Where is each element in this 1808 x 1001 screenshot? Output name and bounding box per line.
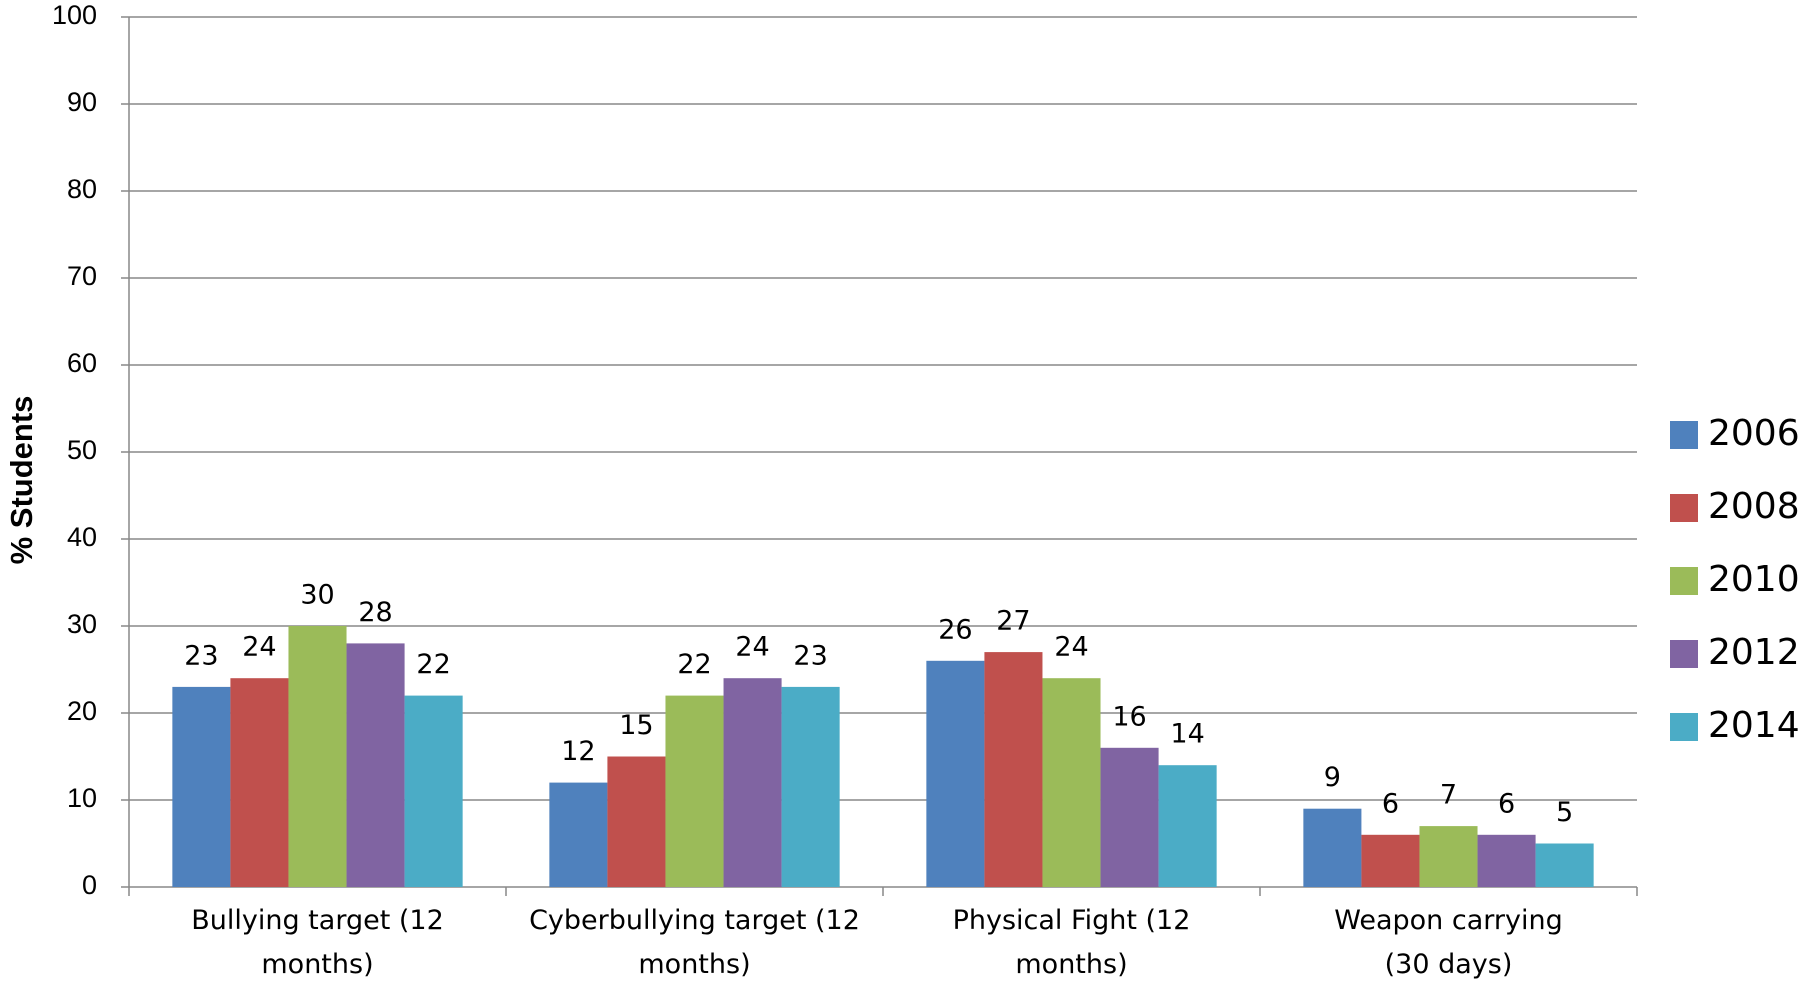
- x-tick-label: Cyberbullying target (12 months): [529, 905, 860, 980]
- data-label: 22: [677, 649, 711, 680]
- legend-swatch: [1670, 640, 1698, 668]
- data-label: 28: [358, 597, 392, 628]
- bar: [1042, 678, 1101, 887]
- legend-label: 2012: [1708, 632, 1800, 673]
- legend-swatch: [1670, 713, 1698, 741]
- bar: [1100, 747, 1159, 887]
- x-tick-label: Physical Fight (12 months): [952, 905, 1191, 980]
- data-label: 5: [1556, 797, 1573, 828]
- y-tick-label: 80: [67, 174, 97, 204]
- data-label: 30: [300, 580, 334, 611]
- data-label: 22: [416, 649, 450, 680]
- y-axis-label: % Students: [4, 396, 39, 565]
- x-tick-label-box: Weapon carrying (30 days): [1334, 905, 1563, 980]
- bar: [230, 678, 289, 887]
- x-tick-label-box: Bullying target (12 months): [191, 905, 444, 980]
- y-tick-label: 20: [67, 696, 97, 726]
- legend-label: 2008: [1708, 486, 1800, 527]
- bar: [1419, 826, 1478, 887]
- bar: [723, 678, 782, 887]
- x-tick-label-box: Physical Fight (12 months): [952, 905, 1191, 980]
- bar: [1158, 765, 1217, 887]
- bar: [288, 626, 347, 887]
- y-tick-label: 70: [67, 261, 97, 291]
- data-label: 24: [1054, 632, 1088, 663]
- legend-label: 2014: [1708, 705, 1800, 746]
- data-label: 24: [735, 632, 769, 663]
- legend-label: 2006: [1708, 413, 1800, 454]
- bar: [1477, 834, 1536, 887]
- y-tick-label: 60: [67, 348, 97, 378]
- bar: [665, 695, 724, 887]
- x-tick-label: Weapon carrying (30 days): [1334, 905, 1563, 980]
- data-label: 27: [996, 606, 1030, 637]
- bar: [549, 782, 608, 887]
- bar: [984, 652, 1043, 887]
- data-label: 16: [1112, 701, 1146, 732]
- bar: [1535, 843, 1594, 887]
- data-label: 9: [1324, 762, 1341, 793]
- x-tick-label: Bullying target (12 months): [191, 905, 444, 980]
- y-tick-label: 10: [67, 783, 97, 813]
- legend-swatch: [1670, 494, 1698, 522]
- data-label: 6: [1498, 788, 1515, 819]
- bar: [926, 660, 985, 887]
- legend-label: 2010: [1708, 559, 1800, 600]
- bar: [1361, 834, 1420, 887]
- data-label: 24: [242, 632, 276, 663]
- legend-swatch: [1670, 567, 1698, 595]
- bar: [1303, 808, 1362, 887]
- data-label: 23: [184, 640, 218, 671]
- data-label: 12: [561, 736, 595, 767]
- bar: [404, 695, 463, 887]
- bar: [781, 686, 840, 887]
- y-tick-label: 40: [67, 522, 97, 552]
- data-label: 6: [1382, 788, 1399, 819]
- data-label: 26: [938, 614, 972, 645]
- y-tick-label: 50: [67, 435, 97, 465]
- bar: [172, 686, 231, 887]
- y-tick-label: 90: [67, 87, 97, 117]
- bar: [346, 643, 405, 887]
- data-label: 23: [793, 640, 827, 671]
- data-label: 14: [1170, 719, 1204, 750]
- legend-swatch: [1670, 421, 1698, 449]
- data-label: 7: [1440, 780, 1457, 811]
- y-tick-label: 30: [67, 609, 97, 639]
- x-tick-label-box: Cyberbullying target (12 months): [529, 905, 860, 980]
- bar: [607, 756, 666, 887]
- y-tick-label: 100: [52, 0, 97, 30]
- data-label: 15: [619, 710, 653, 741]
- y-tick-label: 0: [82, 870, 97, 900]
